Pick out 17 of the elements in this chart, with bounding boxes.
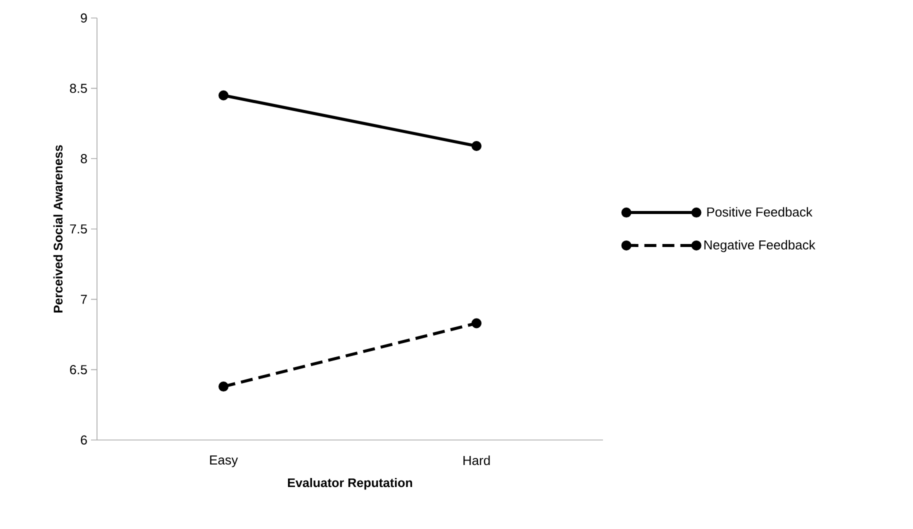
- point: [472, 141, 482, 152]
- y-tick-label: 6: [80, 435, 87, 445]
- legend-label: Negative Feedback: [704, 240, 816, 252]
- y-tick-label: 7: [80, 294, 87, 304]
- x-axis-title: Evaluator Reputation: [288, 478, 412, 490]
- y-tick-label: 8: [80, 154, 87, 164]
- point: [472, 318, 482, 328]
- x-tick-label: Hard: [463, 456, 490, 466]
- y-tick-label: 9: [80, 13, 87, 23]
- y-tick-label: 8.5: [70, 84, 87, 93]
- point: [218, 90, 229, 100]
- x-tick-label: Easy: [210, 456, 238, 468]
- point: [218, 382, 229, 392]
- legend-label: Positive Feedback: [707, 207, 812, 217]
- y-tick-label: 7.5: [70, 224, 87, 234]
- y-axis-title: Perceived Social Awareness: [53, 145, 63, 312]
- y-tick-label: 6.5: [70, 365, 87, 374]
